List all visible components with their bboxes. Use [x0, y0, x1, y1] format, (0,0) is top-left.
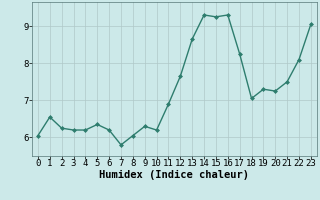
X-axis label: Humidex (Indice chaleur): Humidex (Indice chaleur)	[100, 170, 249, 180]
